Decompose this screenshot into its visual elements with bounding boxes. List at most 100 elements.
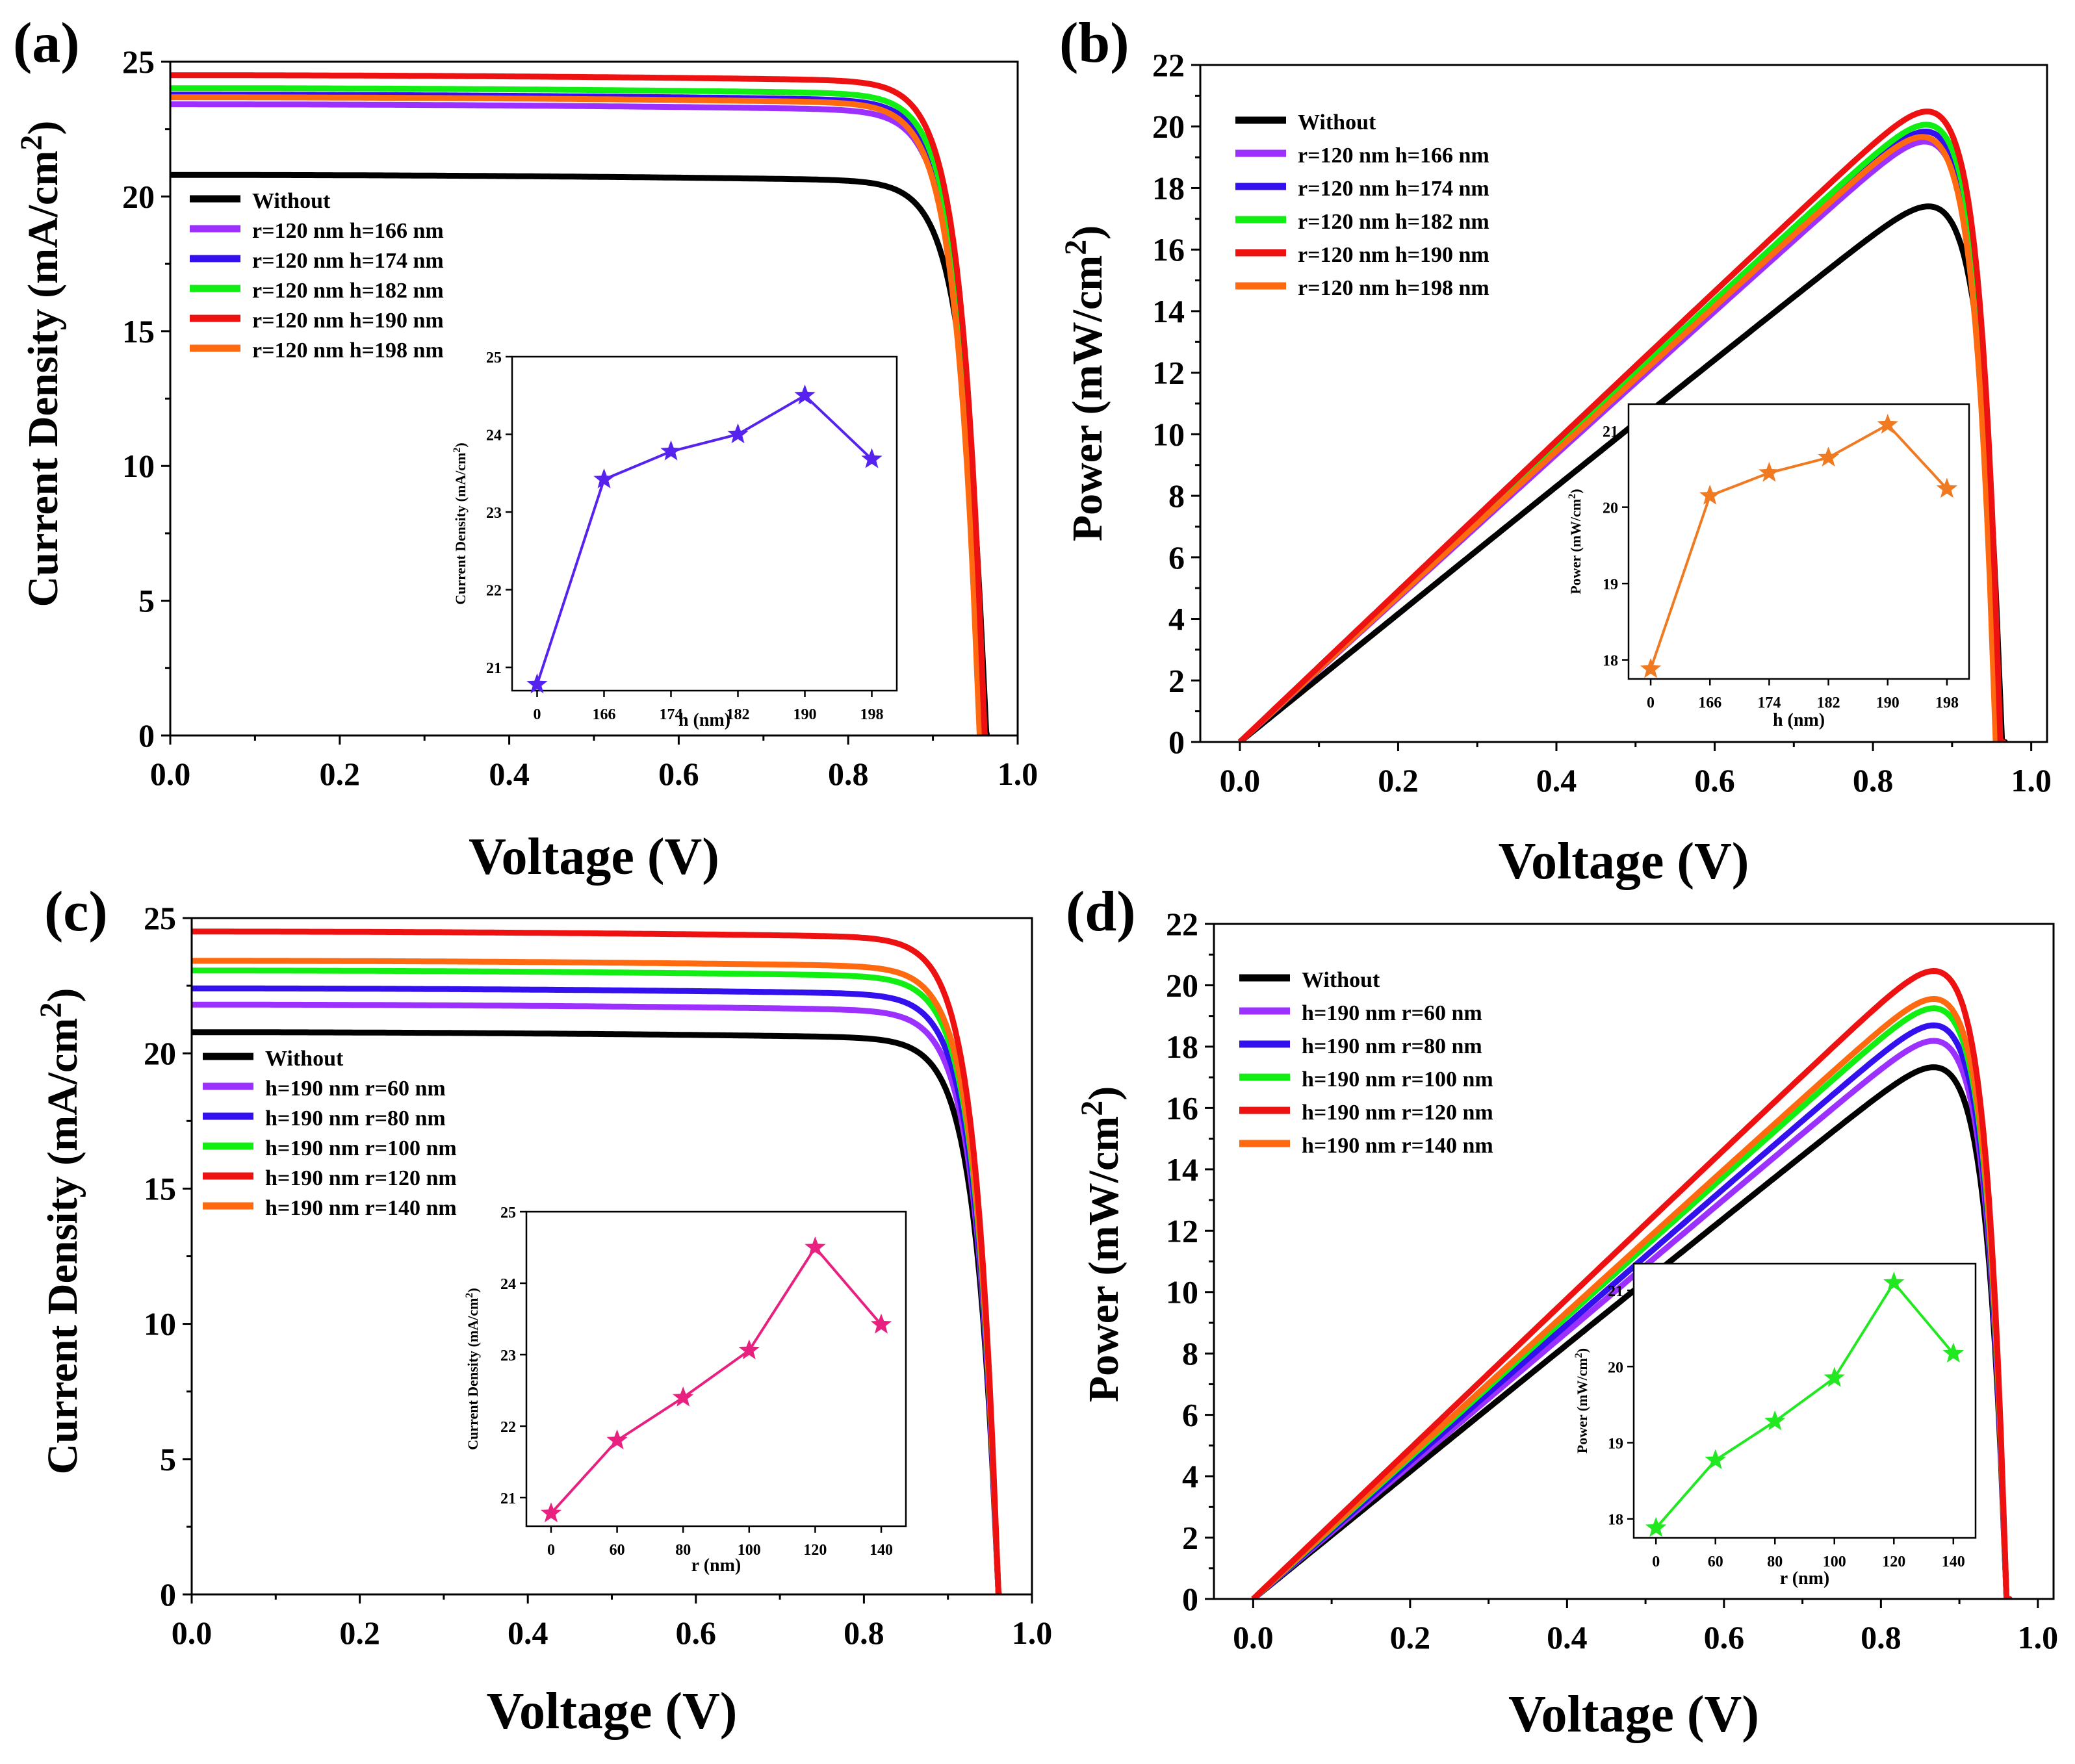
inset-star-marker [1883,1272,1905,1292]
y-tick-label: 10 [1152,416,1185,452]
inset-x-axis-label: h (nm) [1773,710,1825,730]
y-axis-label-text: Power (mW/cm [1080,1116,1128,1402]
legend-entry: h=190 nm r=100 nm [1302,1067,1493,1092]
inset-series-line [1649,423,1948,670]
inset-frame [525,1210,907,1528]
y-axis-label-text: Current Density (mA/cm [19,151,67,607]
inset-star-marker [606,1429,628,1450]
inset-x-tick-label: 100 [1823,1553,1846,1570]
inset-star-marker [861,448,883,468]
inset-y-label-sup: 2 [464,1293,475,1298]
inset-x-tick-label: 140 [870,1542,893,1559]
inset-x-tick-label: 198 [1935,695,1959,711]
inset-y-tick-label: 18 [1608,1512,1623,1529]
legend: Without r=120 nm h=166 nm r=120 nm h=174 n… [1235,110,1489,300]
curves [170,72,990,735]
inset-star-marker [1705,1449,1726,1470]
series-line-5 [1237,134,2002,742]
series-line-2 [192,985,1002,1594]
legend-entry: r=120 nm h=198 nm [1298,276,1489,300]
legend-entry: r=120 nm h=190 nm [252,309,444,333]
x-tick-label: 0.8 [844,1615,884,1651]
x-tick-label: 0.2 [1378,762,1419,799]
inset-x-tick-label: 80 [1767,1553,1783,1570]
y-tick-label: 0 [1168,724,1185,760]
inset-series-line [550,1245,883,1515]
inset-x-tick-label: 198 [860,706,884,723]
inset-star-marker [1824,1366,1845,1387]
series-line-1 [170,101,986,735]
series-line-3 [192,967,1002,1594]
y-tick-label: 6 [1168,539,1185,576]
y-tick-label: 2 [1182,1520,1198,1556]
y-axis-label-end: ) [39,988,86,1003]
y-tick-label: 5 [160,1441,176,1477]
inset-x-tick-label: 182 [1817,695,1840,711]
legend-entry: r=120 nm h=182 nm [252,279,444,303]
inset-x-tick-label: 0 [533,706,541,723]
y-tick-label: 20 [144,1035,176,1071]
y-tick-label: 15 [122,313,155,350]
y-axis-label-end: ) [1064,225,1111,240]
inset-x-tick-label: 166 [1698,695,1721,711]
panel-3: (d)0.0 0.2 0.4 0.6 0.8 1.00246810121416182022… [1066,880,2058,1743]
y-tick-label: 18 [1166,1029,1198,1065]
inset-x-tick-label: 0 [1647,695,1655,711]
y-tick-label: 22 [1166,906,1198,942]
inset-x-tick-label: 80 [675,1542,691,1559]
legend-entry: h=190 nm r=140 nm [265,1196,457,1220]
inset-x-tick-label: 0 [1652,1553,1660,1570]
y-tick-label: 8 [1168,478,1185,514]
x-tick-label: 0.8 [1853,762,1894,799]
legend-entry: r=120 nm h=198 nm [252,339,444,363]
legend-entry: r=120 nm h=174 nm [1298,177,1489,201]
inset-star-marker [673,1387,694,1407]
inset-y-label-text: Current Density (mA/cm [452,453,469,605]
curves [192,928,1002,1594]
inset-y-tick-label: 20 [1603,500,1618,517]
x-tick-label: 0.6 [676,1615,717,1651]
inset-frame [1627,403,1970,680]
inset-y-label-text: Current Density (mA/cm [465,1298,481,1450]
inset-y-tick-label: 25 [500,1205,516,1221]
inset: 0 166 174 182 190 198 21 22 23 24 25 h (nm) Current … [452,350,898,730]
inset-y-tick-label: 24 [486,428,502,444]
inset-y-tick-label: 23 [500,1348,516,1364]
y-axis-label-text: Power (mW/cm [1064,255,1111,541]
inset-star-marker [738,1339,760,1360]
inset-y-tick-label: 20 [1608,1359,1623,1376]
inset-y-label-end: ) [465,1288,481,1292]
inset-x-tick-label: 166 [592,706,615,723]
inset-y-tick-label: 21 [1608,1283,1623,1300]
x-tick-label: 0.8 [828,756,869,792]
series-line-0 [1251,1064,2013,1599]
series-line-4 [170,72,988,735]
y-axis-label: Power (mW/cm2) [1059,225,1111,541]
x-tick-label: 0.4 [489,756,530,792]
x-axis-label: Voltage (V) [469,828,719,886]
inset-x-tick-label: 190 [1876,695,1900,711]
inset-x-axis-label: r (nm) [691,1555,741,1576]
x-tick-label: 0.0 [1220,762,1261,799]
series-line-4 [1251,968,2013,1599]
inset-y-label-text: Power (mW/cm [1567,499,1584,594]
legend-entry: h=190 nm r=80 nm [265,1106,446,1131]
inset-x-tick-label: 174 [1757,695,1781,711]
legend-entry: Without [252,189,331,213]
inset-y-label-end: ) [452,442,469,447]
y-tick-label: 0 [160,1576,176,1613]
x-tick-label: 0.2 [1390,1619,1431,1655]
inset-x-tick-label: 120 [803,1542,827,1559]
inset-x-tick-label: 182 [727,706,750,723]
x-tick-label: 0.8 [1861,1619,1901,1655]
panel-label: (a) [13,12,80,75]
inset-star-marker [526,673,548,694]
y-tick-label: 0 [138,717,155,754]
legend-entry: r=120 nm h=190 nm [1298,243,1489,267]
legend-entry: r=120 nm h=166 nm [1298,144,1489,168]
series-line-4 [192,928,1002,1594]
y-axis-label-sup: 2 [34,1003,68,1018]
inset-star-marker [1640,658,1662,678]
inset-star-marker [1936,478,1958,498]
